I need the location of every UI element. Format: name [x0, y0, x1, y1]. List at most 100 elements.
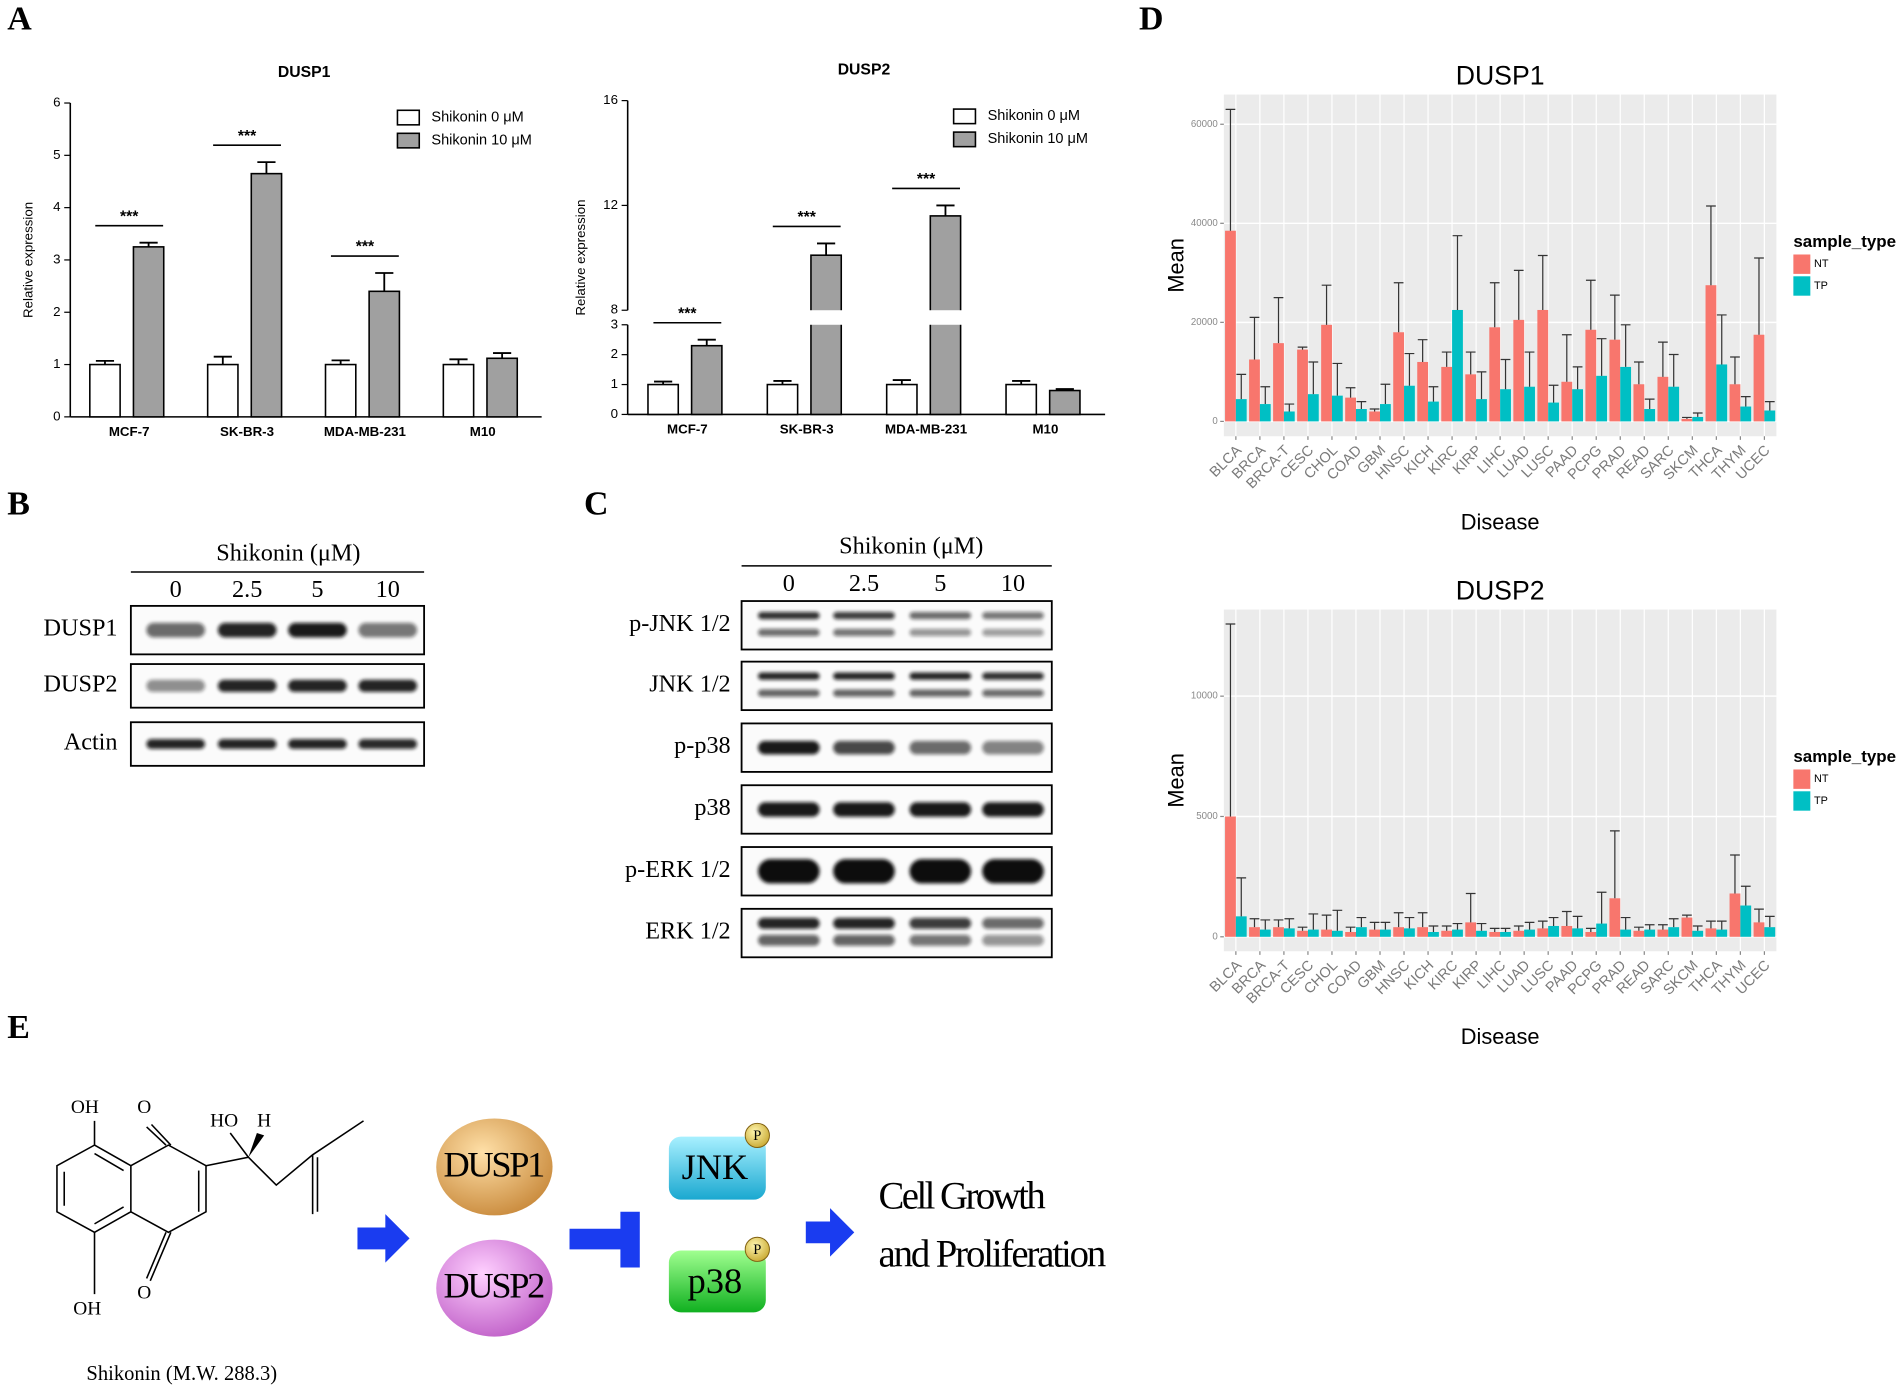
node-shape	[668, 1136, 766, 1200]
bar	[1753, 922, 1765, 937]
error-bar	[1321, 914, 1332, 930]
node-label: JNK	[682, 1147, 749, 1187]
legend-title: sample_type	[1793, 232, 1896, 251]
error-bar	[1249, 918, 1260, 928]
y-axis-label: Relative expression	[21, 202, 36, 318]
bar	[1537, 928, 1549, 937]
chart: 0500010000BLCABRCABRCA-TCESCCHOLCOADGBMH…	[1164, 576, 1897, 1050]
blot-band	[909, 741, 972, 755]
bar	[1633, 384, 1645, 422]
error-bar	[1417, 912, 1428, 928]
atom-label: OH	[71, 1097, 99, 1118]
blot-band	[833, 689, 895, 697]
error-bar	[1524, 921, 1535, 930]
chart-title: DUSP1	[1456, 61, 1545, 91]
blot-band	[758, 917, 820, 929]
error-bar	[817, 242, 836, 256]
bar	[1644, 929, 1656, 937]
bar	[206, 363, 239, 418]
bar	[1740, 406, 1752, 422]
error-bar	[1260, 919, 1271, 930]
blot-band	[909, 859, 972, 884]
error-bar	[1764, 915, 1775, 928]
bar	[1740, 905, 1752, 937]
y-tick-label: 1	[611, 376, 618, 391]
bar	[1441, 930, 1453, 937]
bar	[647, 383, 680, 416]
blot-row-label: p38	[694, 794, 730, 821]
error-bar	[1513, 925, 1524, 931]
wedge-bond	[248, 1132, 265, 1158]
error-bar	[1284, 918, 1295, 929]
y-axis-label: Relative expression	[573, 199, 588, 315]
atom-label: H	[257, 1111, 271, 1132]
blot-row-label: DUSP1	[44, 615, 118, 642]
node-shape	[436, 1239, 553, 1337]
bar	[1345, 397, 1356, 422]
blot-band	[217, 622, 277, 638]
legend-title: sample_type	[1793, 747, 1896, 766]
bar	[1596, 923, 1608, 937]
bar	[1764, 927, 1776, 937]
error-bar	[331, 359, 350, 365]
blot-band	[758, 802, 820, 817]
error-bar	[1561, 334, 1572, 382]
bar	[1283, 411, 1295, 422]
bar	[1417, 361, 1429, 422]
error-bar	[1332, 909, 1343, 931]
error-bar	[257, 161, 276, 174]
y-tick-label: 0	[611, 406, 618, 421]
bar	[1297, 349, 1308, 422]
bar	[1465, 374, 1477, 422]
error-bar	[654, 380, 673, 385]
legend-swatch	[396, 132, 421, 149]
error-bar	[1452, 235, 1463, 310]
error-bar	[1730, 854, 1740, 894]
error-bar	[1524, 351, 1535, 387]
error-bar	[1572, 915, 1583, 929]
bar	[1393, 927, 1405, 937]
error-bar	[1465, 892, 1476, 923]
bar	[1369, 929, 1381, 937]
error-bar	[892, 379, 911, 385]
structure-labels: OH O HO H O OH	[71, 1097, 271, 1319]
lane-label: 10	[376, 576, 400, 603]
error-bar	[1644, 398, 1655, 410]
error-bar	[1500, 927, 1511, 932]
bar	[1048, 389, 1081, 416]
error-bar	[449, 358, 468, 365]
panel-label: A	[7, 1, 32, 38]
lane-label: 0	[783, 570, 795, 597]
y-axis-label: Mean	[1164, 238, 1189, 293]
atom-label: O	[137, 1283, 151, 1304]
panel-label: D	[1139, 1, 1164, 38]
error-bar	[1369, 408, 1380, 412]
error-bar	[1489, 927, 1500, 932]
node-label: DUSP2	[443, 1266, 545, 1306]
blot-band	[758, 934, 820, 946]
error-bar	[1356, 400, 1367, 410]
error-bar	[1706, 205, 1716, 286]
blot-band	[358, 679, 418, 692]
chart: DUSP1 Relative expression 0 1 2 3 4 5 6 MCF-7 *** S…	[21, 64, 542, 439]
bar	[1259, 929, 1271, 937]
error-bar	[1284, 403, 1295, 412]
bar	[1705, 285, 1717, 422]
legend-swatch	[952, 131, 977, 148]
bar	[250, 172, 283, 418]
legend-label: NT	[1814, 773, 1829, 785]
blot-band	[758, 672, 820, 680]
arrow	[357, 1214, 410, 1263]
phospho-label: P	[753, 1242, 761, 1258]
bar	[1476, 399, 1487, 422]
bar	[1452, 309, 1463, 422]
error-bar	[213, 355, 232, 365]
error-bar	[1345, 926, 1356, 932]
x-tick-label: M10	[470, 424, 496, 439]
bar	[1404, 928, 1415, 937]
blot-band	[982, 741, 1044, 755]
bar	[1428, 401, 1439, 422]
bar	[1524, 929, 1535, 937]
bar	[368, 290, 401, 418]
chart-title: DUSP2	[1456, 576, 1545, 606]
